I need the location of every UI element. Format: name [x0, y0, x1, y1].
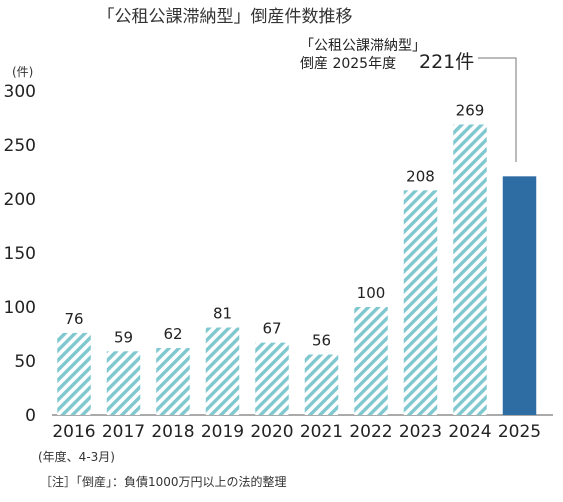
bar — [255, 342, 289, 415]
bar — [453, 124, 487, 415]
callout-value: 221件 — [419, 51, 474, 73]
x-tick-label: 2023 — [399, 422, 442, 442]
x-tick-label: 2016 — [52, 422, 95, 442]
x-tick-label: 2021 — [300, 422, 343, 442]
bar-value-label: 56 — [312, 332, 331, 350]
x-tick-label: 2024 — [448, 422, 491, 442]
bars — [57, 124, 537, 415]
bar-value-label: 59 — [114, 328, 133, 346]
y-tick-label: 200 — [4, 190, 36, 210]
bar-value-label: 76 — [64, 310, 83, 328]
value-labels: 76 59 62 81 67 56 100 208 269 — [64, 101, 484, 349]
bar-value-label: 269 — [456, 101, 485, 119]
bar — [156, 348, 190, 415]
y-tick-label: 50 — [14, 352, 36, 372]
callout: 「公租公課滞納型」 倒産 2025年度 221件 — [300, 38, 517, 162]
x-tick-label: 2017 — [102, 422, 145, 442]
bar — [57, 332, 91, 415]
y-tick-label: 100 — [4, 298, 36, 318]
bar-value-label: 62 — [163, 325, 182, 343]
bar-value-label: 67 — [262, 320, 281, 338]
y-tick-label: 0 — [25, 406, 36, 426]
footnote: ［注］「倒産」：負債1000万円以上の法的整理 — [40, 474, 287, 489]
x-tick-label: 2025 — [498, 422, 541, 442]
x-tick-label: 2020 — [250, 422, 293, 442]
x-axis-ticks: 2016 2017 2018 2019 2020 2021 2022 2023 2024 2025 — [52, 422, 541, 442]
bar-value-label: 81 — [213, 305, 232, 323]
bar — [205, 327, 240, 415]
callout-line-2: 倒産 2025年度 — [300, 56, 396, 72]
bar — [106, 351, 141, 415]
y-axis-ticks: 0 50 100 150 200 250 300 — [4, 82, 36, 426]
bar-highlight — [502, 176, 537, 415]
x-axis-note: (年度、4-3月) — [38, 449, 115, 464]
y-axis-unit-label: (件) — [12, 65, 33, 79]
bar — [354, 307, 388, 415]
bar — [403, 190, 438, 415]
bar-value-label: 100 — [357, 284, 386, 302]
x-tick-label: 2019 — [201, 422, 244, 442]
callout-line-1: 「公租公課滞納型」 — [300, 38, 426, 54]
x-tick-label: 2018 — [151, 422, 194, 442]
bar — [304, 354, 339, 415]
callout-leader-line — [478, 57, 517, 162]
y-tick-label: 300 — [4, 82, 36, 102]
y-tick-label: 150 — [4, 244, 36, 264]
x-tick-label: 2022 — [349, 422, 392, 442]
bar-value-label: 208 — [406, 167, 435, 185]
y-tick-label: 250 — [4, 136, 36, 156]
chart-title: 「公租公課滞納型」倒産件数推移 — [98, 7, 353, 27]
